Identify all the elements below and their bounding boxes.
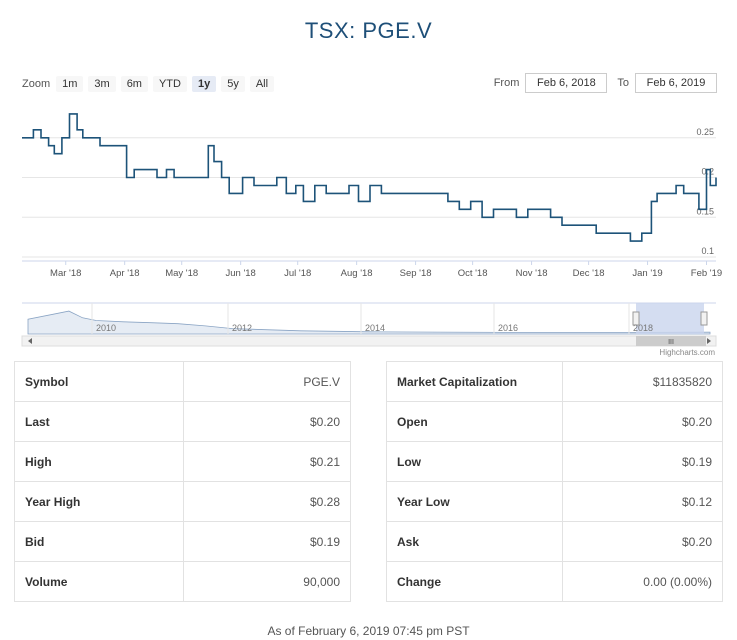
navigator-selection: [636, 303, 704, 334]
stat-row: Year High $0.28: [14, 481, 351, 522]
navigator-year-label: 2010: [96, 323, 116, 333]
y-tick-label: 0.1: [701, 246, 714, 256]
page-title: TSX: PGE.V: [304, 18, 433, 43]
highcharts-credits[interactable]: Highcharts.com: [659, 348, 715, 357]
navigator-year-label: 2012: [232, 323, 252, 333]
scroll-right-arrow-icon[interactable]: [707, 338, 711, 344]
x-tick-label: May '18: [165, 268, 198, 279]
x-tick-label: Mar '18: [50, 268, 81, 279]
price-line: [22, 113, 717, 242]
stat-row: Market Capitalization $11835820: [386, 361, 723, 402]
stat-row: High $0.21: [14, 441, 351, 482]
y-tick-label: 0.2: [701, 167, 714, 177]
scrollbar-grip: III: [668, 339, 674, 346]
stat-row: Change 0.00 (0.00%): [386, 561, 723, 602]
x-tick-label: Aug '18: [341, 268, 373, 279]
navigator-year-label: 2018: [633, 323, 653, 333]
to-date-input[interactable]: Feb 6, 2019: [635, 73, 717, 93]
from-label: From: [493, 77, 520, 89]
stat-value: $0.19: [562, 441, 723, 482]
stat-label: Bid: [14, 521, 184, 562]
x-tick-label: Jun '18: [225, 268, 255, 279]
stat-label: Market Capitalization: [386, 361, 563, 402]
zoom-label: Zoom: [22, 78, 51, 90]
stat-row: Open $0.20: [386, 401, 723, 442]
stat-label: Open: [386, 401, 563, 442]
zoom-button-6m[interactable]: 6m: [120, 76, 148, 92]
zoom-button-1y[interactable]: 1y: [191, 76, 217, 92]
navigator-handle-right: [700, 311, 708, 326]
stat-value: $0.20: [183, 401, 351, 442]
x-tick-label: Jan '19: [632, 268, 662, 279]
zoom-button-3m[interactable]: 3m: [88, 76, 116, 92]
y-tick-label: 0.15: [696, 206, 714, 216]
stat-row: Last $0.20: [14, 401, 351, 442]
as-of-timestamp: As of February 6, 2019 07:45 pm PST: [267, 624, 470, 638]
scroll-left-arrow-icon[interactable]: [28, 338, 32, 344]
scrollbar-thumb: [636, 336, 706, 346]
navigator-year-label: 2014: [365, 323, 385, 333]
stat-row: Year Low $0.12: [386, 481, 723, 522]
stat-label: Year High: [14, 481, 184, 522]
stat-label: Low: [386, 441, 563, 482]
zoom-button-1m[interactable]: 1m: [56, 76, 84, 92]
price-chart: 0.1 0.15 0.2 0.25 Mar '18 Apr '18 May '18 Jun '…: [21, 113, 722, 347]
stat-value: $11835820: [562, 361, 723, 402]
navigator: 2010 2012 2014 2016 2018: [27, 303, 711, 335]
navigator-series: [27, 310, 711, 335]
stat-label: Year Low: [386, 481, 563, 522]
scrollbar-track: [21, 335, 717, 347]
stat-value: 0.00 (0.00%): [562, 561, 723, 602]
stat-label: Last: [14, 401, 184, 442]
stat-label: Ask: [386, 521, 563, 562]
navigator-handle-left: [632, 311, 640, 326]
stat-value: 90,000: [183, 561, 351, 602]
zoom-button-ytd[interactable]: YTD: [152, 76, 187, 92]
stat-row: Bid $0.19: [14, 521, 351, 562]
stats-table-right: Market Capitalization $11835820 Open $0.20…: [386, 361, 723, 602]
stat-label: Symbol: [14, 361, 184, 402]
x-tick-label: Jul '18: [284, 268, 311, 279]
stat-label: Volume: [14, 561, 184, 602]
navigator-year-label: 2016: [498, 323, 518, 333]
stats-table-left: Symbol PGE.V Last $0.20 High $0.21 Year Hig…: [14, 361, 351, 602]
stat-row: Ask $0.20: [386, 521, 723, 562]
from-date-input[interactable]: Feb 6, 2018: [525, 73, 608, 93]
x-tick-label: Nov '18: [516, 268, 548, 279]
stat-label: High: [14, 441, 184, 482]
stat-value: $0.20: [562, 401, 723, 442]
stat-value: $0.19: [183, 521, 351, 562]
stat-label: Change: [386, 561, 563, 602]
stat-value: $0.12: [562, 481, 723, 522]
zoom-button-all[interactable]: All: [249, 76, 275, 92]
x-tick-label: Dec '18: [573, 268, 605, 279]
y-tick-label: 0.25: [696, 127, 714, 137]
stat-value: PGE.V: [183, 361, 351, 402]
stat-row: Symbol PGE.V: [14, 361, 351, 402]
stat-value: $0.28: [183, 481, 351, 522]
x-tick-label: Apr '18: [110, 268, 140, 279]
x-tick-label: Sep '18: [400, 268, 432, 279]
stat-row: Low $0.19: [386, 441, 723, 482]
zoom-controls: Zoom 1m 3m 6m YTD 1y 5y All: [22, 74, 279, 94]
date-range: From Feb 6, 2018 To Feb 6, 2019: [484, 73, 717, 93]
zoom-button-5y[interactable]: 5y: [221, 76, 245, 92]
x-tick-label: Oct '18: [458, 268, 488, 279]
stat-row: Volume 90,000: [14, 561, 351, 602]
x-tick-label: Feb '19: [691, 268, 722, 279]
stat-value: $0.20: [562, 521, 723, 562]
stat-value: $0.21: [183, 441, 351, 482]
to-label: To: [617, 77, 629, 89]
